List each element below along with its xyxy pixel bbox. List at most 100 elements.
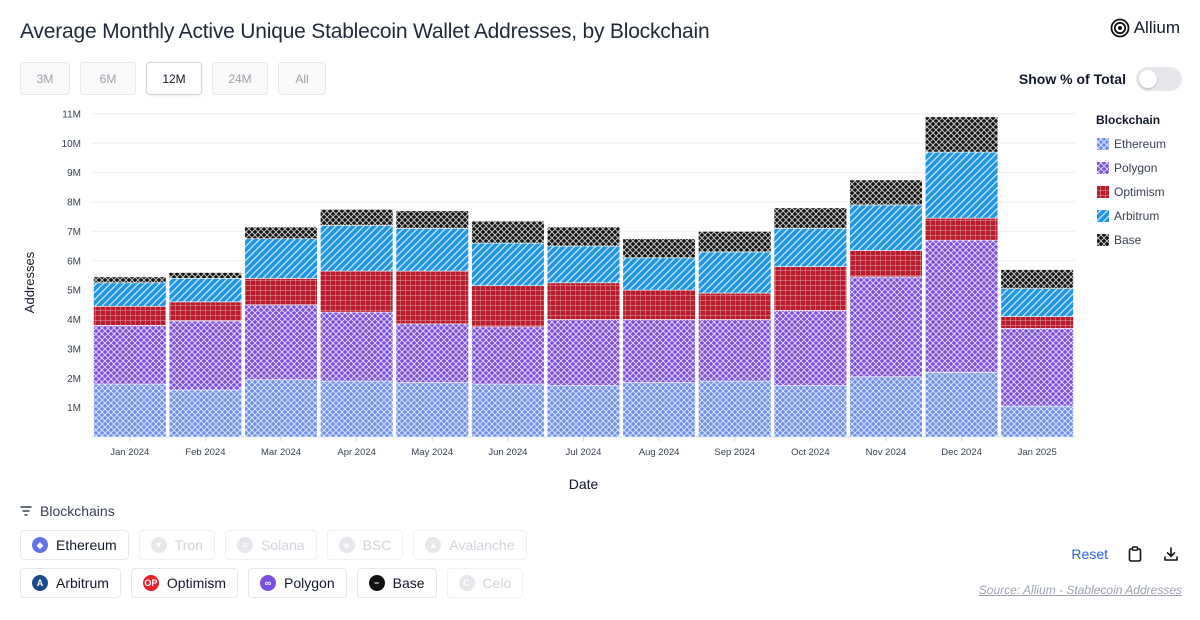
source-link[interactable]: Source: Allium - Stablecoin Addresses	[978, 583, 1182, 597]
bar-pattern-base	[169, 272, 242, 279]
bar-pattern-arbitrum	[547, 246, 620, 283]
legend-label-polygon[interactable]: Polygon	[1114, 161, 1157, 175]
bar-pattern-polygon	[244, 304, 318, 380]
legend-swatch-pattern	[1097, 138, 1109, 150]
bar-pattern-ethereum	[1000, 406, 1074, 437]
chain-chip-solana[interactable]: ≡ Solana	[224, 530, 317, 560]
bar-pattern-arbitrum	[395, 228, 469, 272]
bar-pattern-base	[471, 221, 545, 244]
bar-pattern-base	[849, 179, 923, 205]
bar-pattern-arbitrum	[698, 251, 772, 294]
bar-pattern-optimism	[698, 293, 772, 320]
chain-chip-label: Optimism	[166, 575, 227, 591]
y-tick-label: 2M	[67, 374, 81, 385]
chain-chip-base[interactable]: − Base	[356, 568, 437, 598]
stacked-bar-chart: 1M 2M 3M 4M 5M 6M 7M 8M 9M 10M 11M Jan 2024 Feb 2024…	[22, 109, 1166, 492]
x-tick-label: Jan 2025	[1018, 447, 1057, 458]
chart-title: Average Monthly Active Unique Stablecoin…	[20, 20, 710, 43]
copy-icon[interactable]	[1126, 545, 1144, 563]
bar-pattern-optimism	[169, 301, 242, 321]
bar-pattern-ethereum	[622, 382, 696, 437]
bar-pattern-polygon	[774, 310, 847, 386]
bar-pattern-polygon	[849, 276, 923, 377]
chain-chip-bsc[interactable]: ◈ BSC	[326, 530, 404, 560]
percent-of-total-switch[interactable]	[1136, 67, 1182, 91]
bar-pattern-optimism	[395, 271, 469, 324]
blockchains-filter-header: Blockchains	[20, 503, 115, 519]
legend-title: Blockchain	[1096, 113, 1160, 127]
y-tick-label: 8M	[67, 198, 81, 209]
bar-pattern-ethereum	[244, 379, 318, 437]
y-tick-label: 4M	[67, 315, 81, 326]
solana-icon: ≡	[236, 537, 253, 553]
y-tick-label: 7M	[67, 227, 81, 238]
bar-pattern-ethereum	[471, 384, 545, 437]
bar-pattern-optimism	[93, 306, 167, 326]
chart-actions: Reset	[1071, 545, 1180, 563]
celo-icon: C	[458, 575, 475, 591]
chain-chip-tron[interactable]: ▼ Tron	[138, 530, 215, 560]
bar-pattern-ethereum	[169, 390, 242, 437]
chain-chip-label: Polygon	[284, 575, 335, 591]
chain-chip-label: Celo	[482, 575, 512, 591]
chain-chip-polygon[interactable]: ∞ Polygon	[248, 568, 347, 598]
y-axis-title: Addresses	[22, 251, 37, 313]
x-tick-label: Apr 2024	[337, 447, 376, 458]
x-tick-label: Sep 2024	[714, 447, 755, 458]
bar-pattern-base	[547, 226, 620, 247]
bar-pattern-optimism	[547, 282, 620, 320]
bar-pattern-polygon	[471, 326, 545, 385]
bar-pattern-polygon	[1000, 328, 1074, 407]
brand-name: Allium	[1133, 18, 1180, 37]
chain-chip-label: BSC	[362, 537, 392, 553]
chain-chip-avalanche[interactable]: ▲ Avalanche	[413, 530, 527, 560]
x-axis-title: Date	[569, 476, 599, 492]
bar-pattern-polygon	[698, 319, 772, 382]
range-3m-button[interactable]: 3M	[20, 62, 70, 95]
bar-pattern-arbitrum	[320, 225, 393, 272]
axes: 1M 2M 3M 4M 5M 6M 7M 8M 9M 10M 11M Jan 2024 Feb 2024…	[22, 109, 1057, 492]
brand-logo: Allium	[1110, 18, 1180, 38]
bar-pattern-ethereum	[849, 376, 923, 437]
bar-pattern-polygon	[320, 312, 393, 382]
legend: Blockchain Ethereum Polygon Optimism Arbitru…	[1096, 113, 1166, 247]
range-24m-button[interactable]: 24M	[212, 62, 268, 95]
legend-swatch-pattern	[1097, 210, 1109, 222]
bar-pattern-arbitrum	[244, 238, 318, 279]
bsc-icon: ◈	[338, 537, 355, 553]
legend-label-arbitrum[interactable]: Arbitrum	[1114, 209, 1159, 223]
reset-button[interactable]: Reset	[1071, 546, 1108, 562]
legend-label-ethereum[interactable]: Ethereum	[1114, 137, 1166, 151]
chain-chip-optimism[interactable]: OP Optimism	[130, 568, 239, 598]
bar-pattern-optimism	[774, 266, 847, 311]
range-12m-button[interactable]: 12M	[146, 62, 202, 95]
allium-logo-icon	[1110, 18, 1130, 38]
bar-pattern-polygon	[395, 323, 469, 383]
legend-label-base[interactable]: Base	[1114, 233, 1142, 247]
chain-chip-label: Ethereum	[56, 537, 117, 553]
bar-pattern-ethereum	[93, 384, 167, 437]
download-icon[interactable]	[1162, 545, 1180, 563]
range-6m-button[interactable]: 6M	[80, 62, 136, 95]
legend-label-optimism[interactable]: Optimism	[1114, 185, 1165, 199]
chain-chip-ethereum[interactable]: ◆ Ethereum	[20, 530, 129, 560]
bar-pattern-base	[395, 210, 469, 229]
bar-pattern-polygon	[93, 325, 167, 385]
blockchains-filter-label: Blockchains	[40, 503, 115, 519]
tron-icon: ▼	[150, 537, 167, 553]
y-tick-label: 10M	[62, 139, 81, 150]
bar-pattern-base	[93, 276, 167, 283]
bar-pattern-base	[244, 226, 318, 239]
range-all-button[interactable]: All	[278, 62, 326, 95]
chain-chip-celo[interactable]: C Celo	[446, 568, 524, 598]
bar-pattern-base	[622, 238, 696, 258]
chain-chips-row-2: A Arbitrum OP Optimism ∞ Polygon − Base C Celo	[20, 568, 524, 598]
bar-pattern-ethereum	[547, 385, 620, 437]
avalanche-icon: ▲	[425, 537, 442, 553]
x-tick-label: Dec 2024	[941, 447, 982, 458]
optimism-icon: OP	[142, 575, 159, 591]
bar-pattern-optimism	[471, 285, 545, 327]
y-tick-label: 5M	[67, 286, 81, 297]
chain-chip-arbitrum[interactable]: A Arbitrum	[20, 568, 121, 598]
bar-pattern-polygon	[169, 320, 242, 390]
